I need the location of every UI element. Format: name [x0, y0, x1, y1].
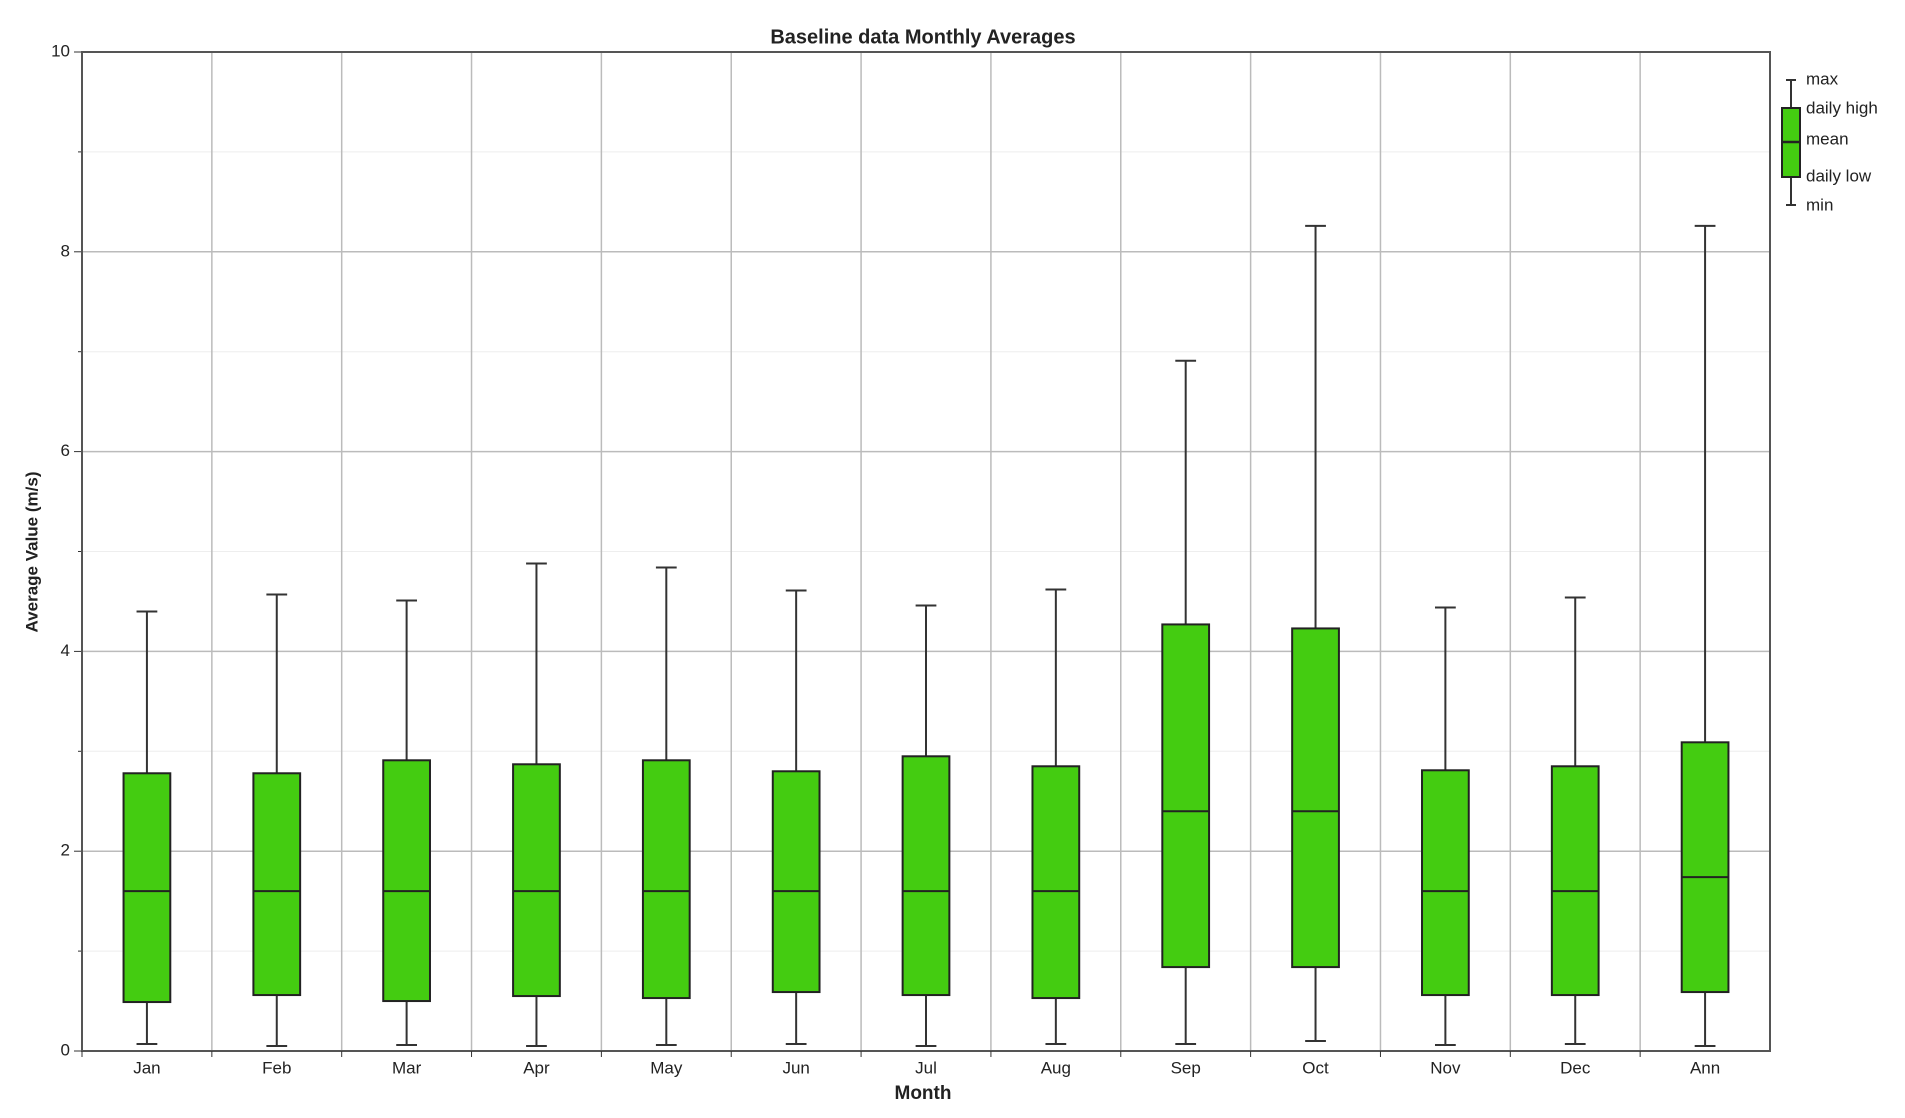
x-tick-label: Jan	[133, 1058, 160, 1077]
y-tick-label: 0	[61, 1040, 70, 1059]
legend-label: daily high	[1806, 98, 1878, 117]
x-tick-label: Jul	[915, 1058, 937, 1077]
box	[252, 772, 302, 997]
box	[641, 759, 691, 1000]
legend-label: max	[1806, 69, 1839, 88]
x-tick-label: Nov	[1430, 1058, 1461, 1077]
box	[1680, 741, 1730, 994]
box	[901, 755, 951, 997]
box	[382, 759, 431, 1003]
x-tick-label: Oct	[1302, 1058, 1329, 1077]
y-tick-label: 2	[61, 841, 70, 860]
box	[122, 772, 172, 1004]
legend-label: min	[1806, 195, 1833, 214]
x-axis-label: Month	[895, 1083, 952, 1104]
box	[1291, 627, 1340, 969]
box	[1421, 769, 1470, 997]
box	[1031, 765, 1081, 1000]
legend-label: daily low	[1806, 166, 1872, 185]
y-tick-label: 8	[61, 241, 70, 260]
y-tick-label: 4	[61, 641, 70, 660]
box	[1550, 765, 1600, 997]
y-tick-label: 10	[51, 41, 70, 60]
x-tick-label: Mar	[392, 1058, 422, 1077]
box	[1161, 623, 1211, 969]
legend-label: mean	[1806, 129, 1849, 148]
x-tick-label: Jun	[782, 1058, 809, 1077]
y-axis-label: Average Value (m/s)	[22, 472, 41, 633]
x-tick-label: Dec	[1560, 1058, 1591, 1077]
x-tick-label: Apr	[523, 1058, 550, 1077]
y-tick-label: 6	[61, 441, 70, 460]
chart-title: Baseline data Monthly Averages	[770, 26, 1075, 48]
plot-frame	[81, 51, 1771, 1052]
x-tick-label: Feb	[262, 1058, 291, 1077]
x-tick-label: Aug	[1041, 1058, 1071, 1077]
x-tick-label: May	[650, 1058, 683, 1077]
box	[512, 763, 561, 998]
x-tick-label: Sep	[1171, 1058, 1201, 1077]
x-tick-label: Ann	[1690, 1058, 1720, 1077]
box	[771, 770, 821, 994]
